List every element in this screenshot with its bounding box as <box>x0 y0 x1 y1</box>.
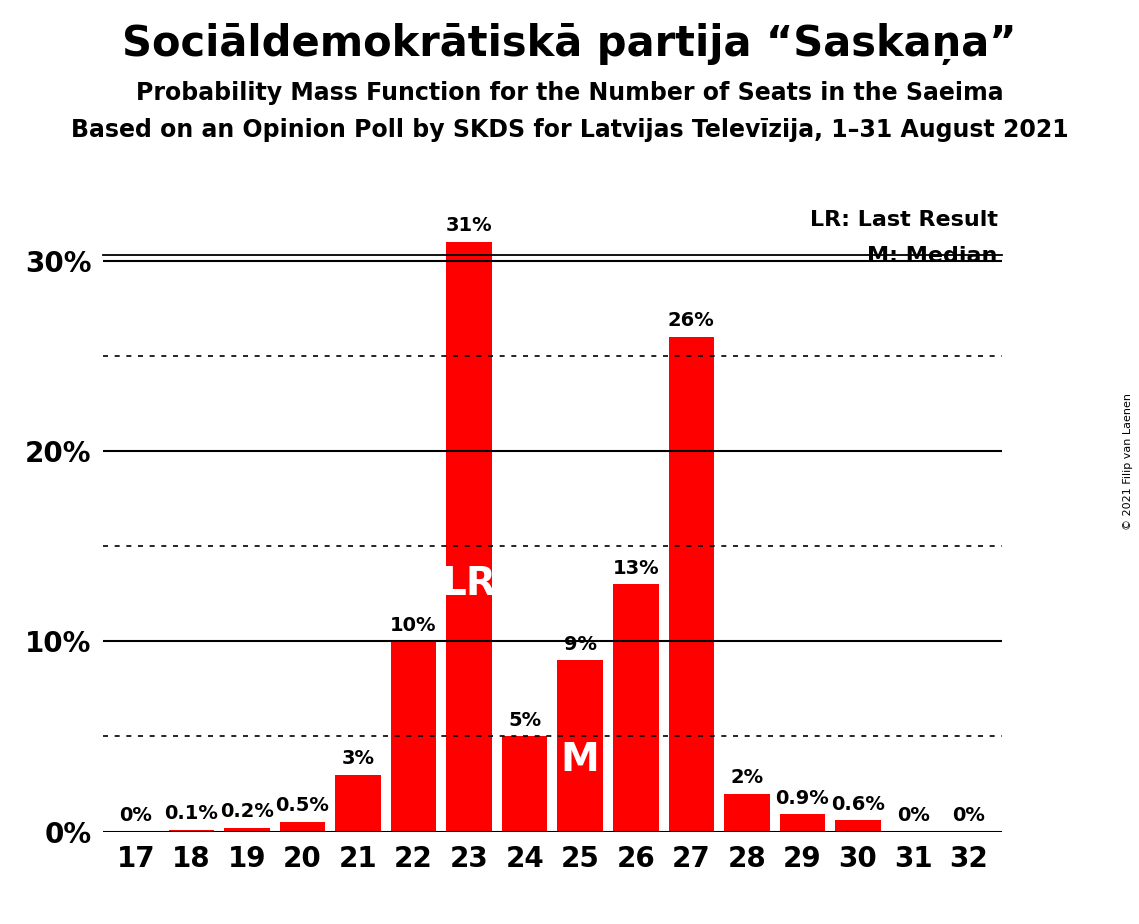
Text: 31%: 31% <box>445 216 492 235</box>
Bar <box>280 822 326 832</box>
Text: 3%: 3% <box>342 748 375 768</box>
Bar <box>224 828 270 832</box>
Text: 0%: 0% <box>952 806 985 825</box>
Text: 0.6%: 0.6% <box>831 795 885 813</box>
Text: M: M <box>560 741 599 779</box>
Text: Based on an Opinion Poll by SKDS for Latvijas Televīzija, 1–31 August 2021: Based on an Opinion Poll by SKDS for Lat… <box>71 118 1068 142</box>
Text: 0.9%: 0.9% <box>776 789 829 808</box>
Bar <box>724 794 770 832</box>
Bar <box>446 241 492 832</box>
Text: 5%: 5% <box>508 711 541 730</box>
Text: 0.5%: 0.5% <box>276 796 329 815</box>
Text: 0.2%: 0.2% <box>220 802 273 821</box>
Bar <box>613 584 658 832</box>
Text: LR: LR <box>442 565 497 602</box>
Text: © 2021 Filip van Laenen: © 2021 Filip van Laenen <box>1123 394 1133 530</box>
Text: LR: Last Result: LR: Last Result <box>810 210 998 230</box>
Text: 13%: 13% <box>613 558 659 578</box>
Text: Sociāldemokrātiskā partija “Saskaņa”: Sociāldemokrātiskā partija “Saskaņa” <box>122 23 1017 65</box>
Text: 10%: 10% <box>391 615 436 635</box>
Text: 0%: 0% <box>898 806 929 825</box>
Bar <box>779 814 825 832</box>
Text: Probability Mass Function for the Number of Seats in the Saeima: Probability Mass Function for the Number… <box>136 81 1003 105</box>
Text: M: Median: M: Median <box>868 247 998 266</box>
Bar <box>557 661 603 832</box>
Bar <box>502 736 548 832</box>
Bar <box>391 641 436 832</box>
Text: 9%: 9% <box>564 635 597 653</box>
Bar <box>169 830 214 832</box>
Text: 2%: 2% <box>730 768 763 787</box>
Bar <box>335 774 380 832</box>
Text: 0%: 0% <box>120 806 153 825</box>
Bar <box>669 336 714 832</box>
Text: 0.1%: 0.1% <box>164 804 219 823</box>
Bar <box>835 821 880 832</box>
Text: 26%: 26% <box>667 311 714 330</box>
